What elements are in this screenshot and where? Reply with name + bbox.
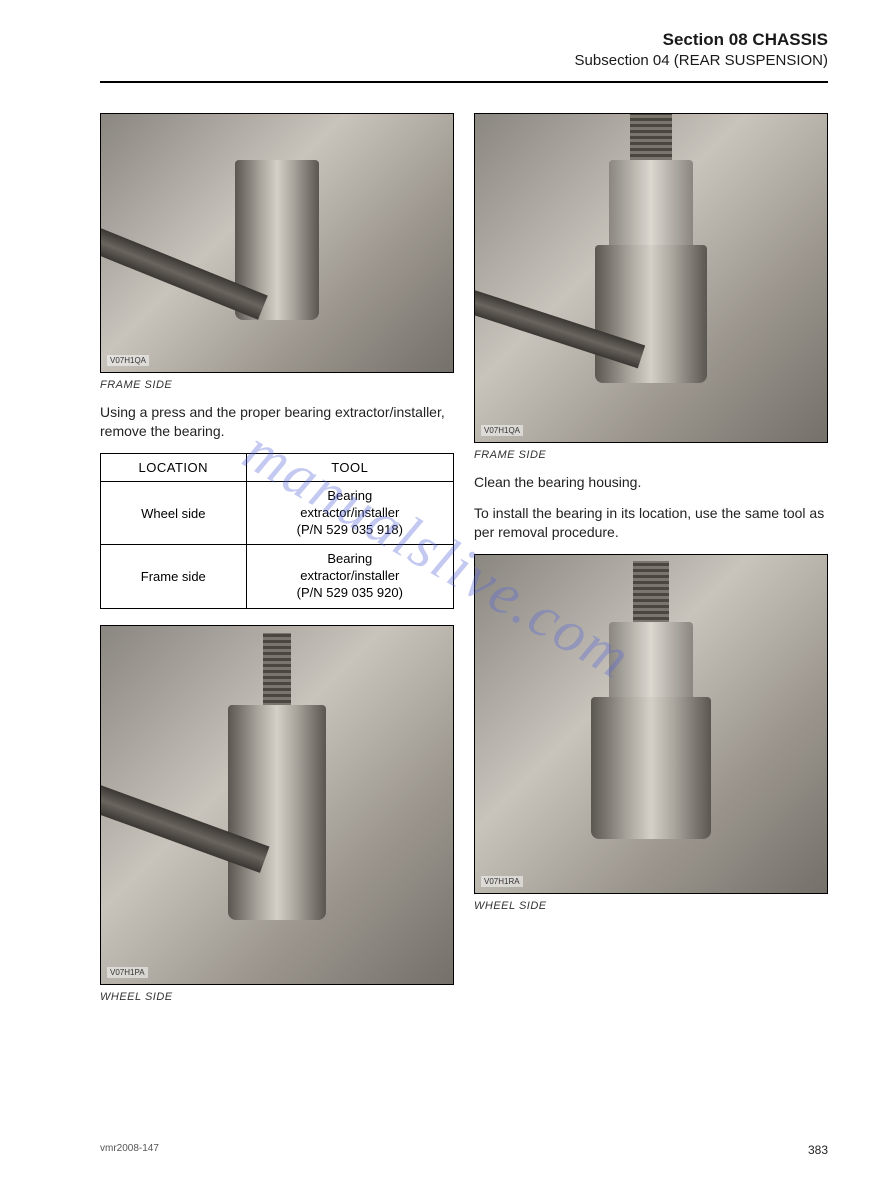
th-tool: TOOL: [246, 453, 453, 481]
page-footer: vmr2008-147 383: [100, 1143, 828, 1157]
table-row: Frame side Bearing extractor/installer (…: [101, 545, 454, 609]
th-location: LOCATION: [101, 453, 247, 481]
right-column: V07H1QA FRAME SIDE Clean the bearing hou…: [474, 113, 828, 1015]
left-column: V07H1QA FRAME SIDE Using a press and the…: [100, 113, 454, 1015]
figure-caption: WHEEL SIDE: [474, 900, 828, 912]
instruction-para: Using a press and the proper bearing ext…: [100, 403, 454, 441]
page-header: Section 08 CHASSIS Subsection 04 (REAR S…: [100, 30, 828, 69]
subsection-title: Subsection 04 (REAR SUSPENSION): [100, 52, 828, 69]
figure-ref: V07H1RA: [481, 876, 523, 887]
instruction-para: To install the bearing in its location, …: [474, 504, 828, 542]
doc-ref: vmr2008-147: [100, 1143, 159, 1157]
figure-wheel-side-2: V07H1RA: [474, 554, 828, 894]
cell-tool: Bearing extractor/installer (P/N 529 035…: [246, 481, 453, 545]
figure-frame-side-1: V07H1QA: [100, 113, 454, 373]
table-row: Wheel side Bearing extractor/installer (…: [101, 481, 454, 545]
page-number: 383: [808, 1143, 828, 1157]
header-rule: [100, 81, 828, 83]
tool-table: LOCATION TOOL Wheel side Bearing extract…: [100, 453, 454, 609]
section-title: Section 08 CHASSIS: [100, 30, 828, 50]
figure-caption: FRAME SIDE: [474, 449, 828, 461]
cell-location: Wheel side: [101, 481, 247, 545]
instruction-para: Clean the bearing housing.: [474, 473, 828, 492]
figure-caption: WHEEL SIDE: [100, 991, 454, 1003]
figure-ref: V07H1QA: [107, 355, 149, 366]
figure-frame-side-2: V07H1QA: [474, 113, 828, 443]
figure-caption: FRAME SIDE: [100, 379, 454, 391]
cell-tool: Bearing extractor/installer (P/N 529 035…: [246, 545, 453, 609]
table-header-row: LOCATION TOOL: [101, 453, 454, 481]
cell-location: Frame side: [101, 545, 247, 609]
figure-ref: V07H1PA: [107, 967, 148, 978]
figure-wheel-side-1: V07H1PA: [100, 625, 454, 985]
figure-ref: V07H1QA: [481, 425, 523, 436]
content-columns: V07H1QA FRAME SIDE Using a press and the…: [100, 113, 828, 1015]
